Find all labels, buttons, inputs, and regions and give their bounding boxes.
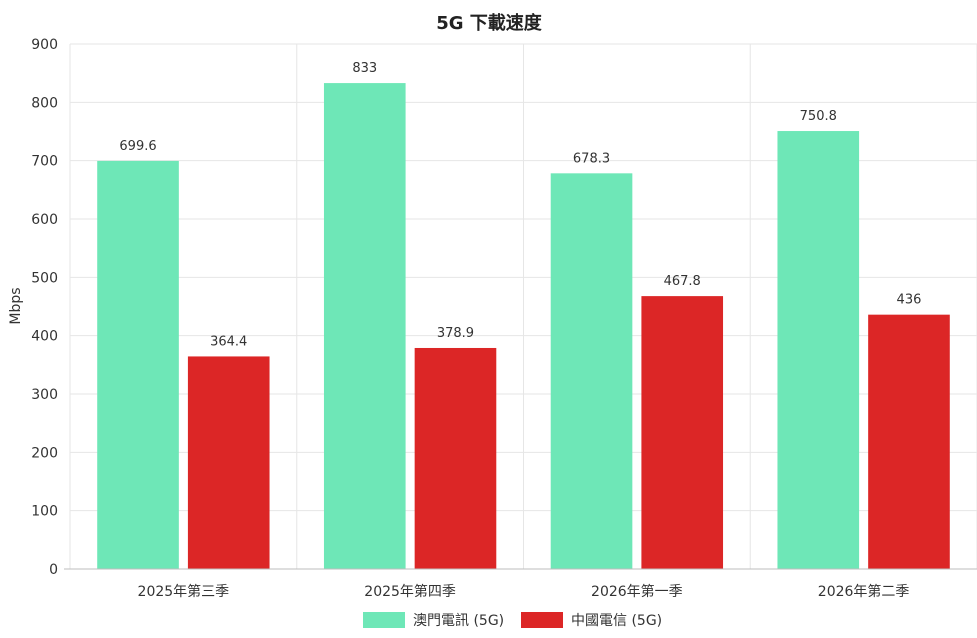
x-tick-label: 2025年第三季 <box>138 583 230 600</box>
bars <box>97 83 950 570</box>
legend-swatch <box>363 612 405 628</box>
legend-item[interactable]: 中國電信 (5G) <box>521 612 662 629</box>
y-tick-label: 100 <box>31 504 58 520</box>
y-tick-label: 700 <box>31 154 58 170</box>
y-tick-label: 900 <box>31 37 58 53</box>
y-axis-ticks: 0 100 200 300 400 500 600 700 800 900 <box>31 37 58 578</box>
data-label: 750.8 <box>800 109 837 124</box>
x-axis-ticks: 2025年第三季 2025年第四季 2026年第一季 2026年第二季 <box>138 583 910 600</box>
y-tick-label: 300 <box>31 387 58 403</box>
data-label: 467.8 <box>664 274 701 289</box>
bar[interactable] <box>550 173 633 569</box>
data-label: 378.9 <box>437 326 474 341</box>
bar[interactable] <box>868 314 950 569</box>
bar[interactable] <box>323 83 406 569</box>
legend-swatch <box>521 612 563 628</box>
y-tick-label: 0 <box>49 562 58 578</box>
bar[interactable] <box>777 131 860 570</box>
y-tick-label: 400 <box>31 329 58 345</box>
bar[interactable] <box>414 347 497 569</box>
data-labels: 699.6 364.4 833 378.9 678.3 467.8 750.8 436 <box>119 61 921 349</box>
legend-item[interactable]: 澳門電訊 (5G) <box>363 612 504 629</box>
legend[interactable]: 澳門電訊 (5G) 中國電信 (5G) <box>363 612 662 629</box>
x-tick-label: 2026年第一季 <box>591 583 683 600</box>
data-label: 699.6 <box>119 139 156 154</box>
legend-label: 中國電信 (5G) <box>571 613 662 629</box>
y-axis-label: Mbps <box>8 287 24 324</box>
data-label: 833 <box>352 61 377 76</box>
data-label: 364.4 <box>210 334 247 349</box>
y-tick-label: 800 <box>31 95 58 111</box>
x-tick-label: 2026年第二季 <box>818 583 910 600</box>
y-tick-label: 600 <box>31 212 58 228</box>
bar[interactable] <box>97 160 179 569</box>
y-tick-label: 500 <box>31 270 58 286</box>
chart-title: 5G 下載速度 <box>436 12 543 34</box>
bar[interactable] <box>641 296 724 569</box>
y-tick-label: 200 <box>31 445 58 461</box>
legend-label: 澳門電訊 (5G) <box>413 613 504 629</box>
bar[interactable] <box>187 356 270 569</box>
data-label: 678.3 <box>573 151 610 166</box>
x-tick-label: 2025年第四季 <box>364 583 456 600</box>
data-label: 436 <box>897 293 922 308</box>
